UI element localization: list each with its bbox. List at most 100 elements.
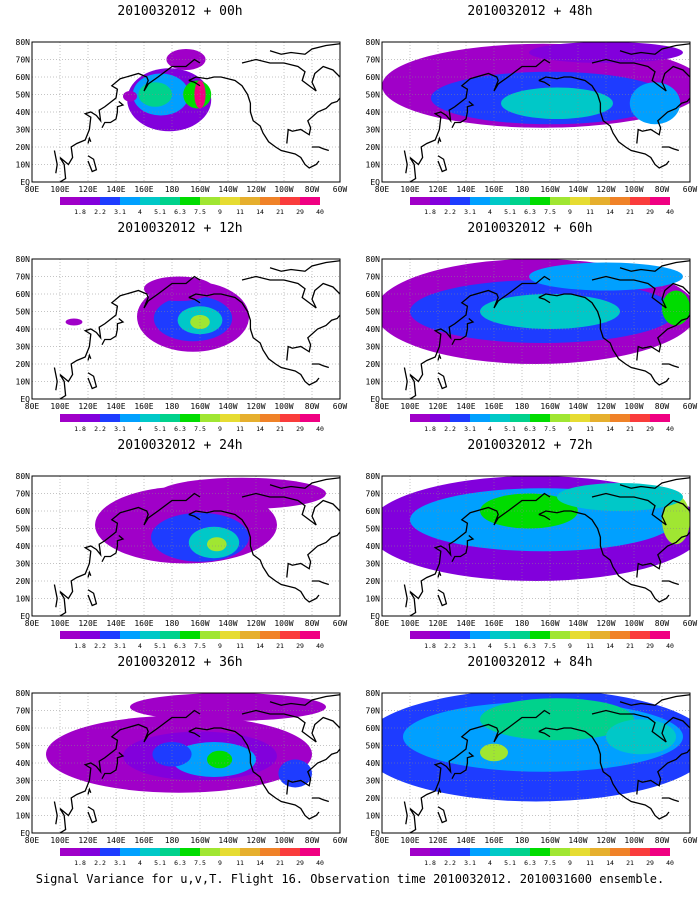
colorbar-swatch	[260, 197, 280, 205]
coastline	[53, 584, 58, 608]
map-frame	[31, 475, 341, 617]
variance-contour	[278, 759, 313, 788]
y-tick-label: 70N	[366, 490, 381, 499]
map-plot: 80E 100E 120E 140E 160E 180 160W 140W 120W 100W 80…	[16, 689, 348, 867]
y-tick-label: EQ	[370, 829, 380, 838]
coastline	[409, 492, 551, 616]
colorbar-swatch	[260, 631, 280, 639]
y-tick-label: 50N	[16, 742, 31, 751]
y-tick-label: 40N	[366, 759, 381, 768]
x-tick-label: 140W	[568, 619, 587, 628]
coastline	[312, 580, 329, 586]
y-tick-label: EQ	[20, 829, 30, 838]
colorbar-swatch	[120, 848, 140, 856]
colorbar-label: 9	[218, 208, 222, 216]
y-tick-label: 80N	[366, 255, 381, 264]
y-tick-label: 20N	[366, 360, 381, 369]
map-frame	[381, 41, 691, 183]
colorbar-swatch	[630, 848, 650, 856]
colorbar-label: 1.8	[74, 425, 86, 433]
colorbar-swatch	[590, 197, 610, 205]
y-tick-label: 20N	[366, 577, 381, 586]
colorbar-label: 11	[236, 425, 244, 433]
colorbar-label: 14	[256, 425, 264, 433]
colorbar-swatch	[100, 631, 120, 639]
colorbar-swatch	[510, 631, 530, 639]
colorbar-swatch	[120, 631, 140, 639]
figure-caption: Signal Variance for u,v,T. Flight 16. Ob…	[35, 872, 665, 886]
coastline	[59, 492, 201, 616]
x-tick-label: 120W	[596, 619, 615, 628]
coastline	[188, 79, 201, 87]
x-tick-label: 120W	[246, 836, 265, 845]
colorbar-swatch	[300, 197, 320, 205]
map-frame	[31, 258, 341, 400]
y-tick-label: 20N	[366, 794, 381, 803]
y-tick-label: 80N	[16, 689, 31, 698]
x-tick-label: 180	[515, 619, 530, 628]
colorbar-label: 9	[568, 642, 572, 650]
coastline	[451, 101, 475, 129]
colorbar-label: 1.8	[74, 859, 86, 867]
x-tick-label: 80E	[375, 836, 390, 845]
coastline	[437, 787, 442, 795]
colorbar-swatch	[80, 414, 100, 422]
colorbar-label: 6.3	[174, 208, 186, 216]
x-tick-label: 80W	[305, 185, 320, 194]
x-tick-label: 180	[165, 619, 180, 628]
map-frame	[31, 692, 341, 834]
y-tick-label: 60N	[16, 724, 31, 733]
colorbar-label: 14	[606, 425, 614, 433]
coastline	[591, 492, 690, 526]
y-tick-label: 40N	[366, 108, 381, 117]
colorbar-label: 9	[218, 425, 222, 433]
coastline	[538, 730, 551, 738]
colorbar-label: 2.2	[94, 859, 106, 867]
variance-contour	[662, 290, 690, 326]
y-tick-label: 50N	[16, 308, 31, 317]
colorbar-swatch	[140, 848, 160, 856]
colorbar-label: 29	[646, 208, 654, 216]
y-tick-label: 60N	[366, 290, 381, 299]
colorbar-label: 29	[296, 425, 304, 433]
colorbar-label: 40	[666, 208, 674, 216]
colorbar-label: 2.2	[94, 208, 106, 216]
y-tick-label: EQ	[20, 395, 30, 404]
x-tick-label: 80E	[25, 185, 40, 194]
colorbar-swatch	[60, 414, 80, 422]
colorbar-swatch	[280, 414, 300, 422]
coastline	[437, 372, 448, 390]
colorbar-swatch	[300, 848, 320, 856]
colorbar-label: 11	[236, 642, 244, 650]
colorbar-label: 21	[276, 208, 284, 216]
x-tick-label: 100E	[50, 836, 69, 845]
x-tick-label: 160E	[134, 402, 153, 411]
coastline	[188, 296, 201, 304]
colorbar-label: 7.5	[544, 859, 556, 867]
colorbar-label: 40	[666, 425, 674, 433]
coastline	[437, 570, 442, 578]
y-tick-label: EQ	[20, 178, 30, 187]
x-tick-label: 120W	[246, 402, 265, 411]
coastline	[188, 293, 320, 386]
panel-title: 2010032012 + 48h	[467, 4, 593, 19]
x-tick-label: 80W	[655, 836, 670, 845]
y-tick-label: 30N	[16, 343, 31, 352]
x-tick-label: 80W	[305, 619, 320, 628]
coastline	[101, 752, 125, 780]
coastline	[286, 531, 340, 578]
x-tick-label: 120W	[246, 185, 265, 194]
colorbar-swatch	[240, 197, 260, 205]
colorbar-label: 5.1	[504, 642, 516, 650]
colorbar-swatch	[220, 414, 240, 422]
y-tick-label: 30N	[366, 560, 381, 569]
colorbar-swatch	[180, 197, 200, 205]
coastline	[312, 797, 329, 803]
colorbar-swatch	[240, 631, 260, 639]
coastline	[409, 58, 551, 182]
colorbar-label: 4	[488, 208, 492, 216]
x-tick-label: 100W	[624, 185, 643, 194]
colorbar-label: 9	[568, 859, 572, 867]
y-tick-label: 50N	[366, 91, 381, 100]
colorbar-label: 1.8	[424, 425, 436, 433]
